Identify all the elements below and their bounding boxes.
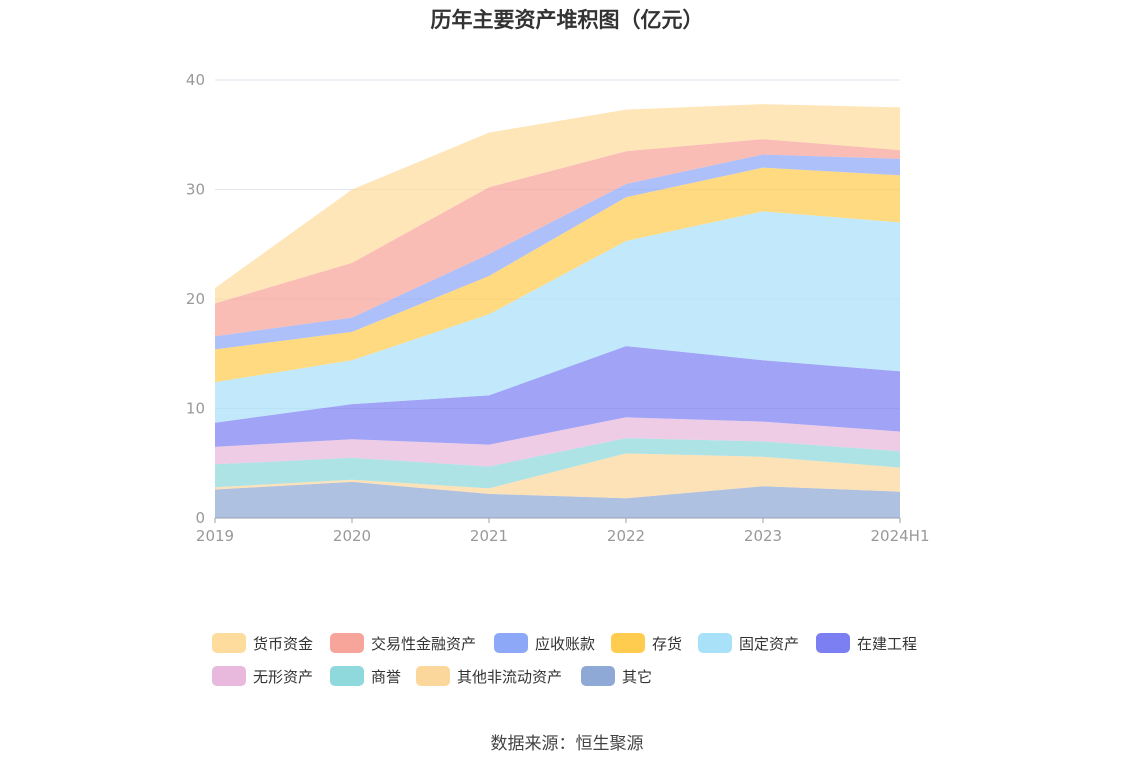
legend-swatch (494, 633, 528, 653)
axes: 0 10 20 30 40 2019 2020 2021 2022 2023 2024H1 (186, 71, 930, 545)
legend-label: 无形资产 (253, 667, 314, 686)
area-series-在建工程[interactable] (215, 346, 900, 447)
area-series-无形资产[interactable] (215, 417, 900, 467)
legend-item[interactable]: 交易性金融资产 (330, 631, 476, 655)
area-series-货币资金[interactable] (215, 104, 900, 304)
legend-swatch (611, 633, 645, 653)
area-series-其它[interactable] (215, 481, 900, 518)
legend-item[interactable]: 应收账款 (494, 631, 595, 655)
legend-swatch (698, 633, 732, 653)
y-tick-label: 40 (186, 71, 205, 89)
area-series-其他非流动资产[interactable] (215, 453, 900, 499)
legend-item[interactable]: 其他非流动资产 (416, 664, 562, 688)
legend-swatch (416, 666, 450, 686)
legend-swatch (330, 633, 364, 653)
area-series-存货[interactable] (215, 167, 900, 383)
legend-item[interactable]: 商誉 (330, 664, 401, 688)
area-series-商誉[interactable] (215, 438, 900, 489)
legend-label: 交易性金融资产 (371, 634, 477, 653)
legend-item[interactable]: 固定资产 (698, 631, 799, 655)
chart-title: 历年主要资产堆积图（亿元） (430, 8, 704, 32)
legend-item[interactable]: 存货 (611, 631, 682, 655)
y-tick-label: 10 (186, 400, 205, 418)
legend-label: 其他非流动资产 (457, 667, 563, 686)
x-tick-label: 2023 (744, 527, 782, 545)
area-series-交易性金融资产[interactable] (215, 139, 900, 337)
y-tick-label: 0 (195, 509, 205, 527)
legend-label: 其它 (622, 667, 653, 686)
legend-label: 存货 (652, 634, 683, 653)
area-series-固定资产[interactable] (215, 211, 900, 423)
x-tick-label: 2024H1 (871, 527, 930, 545)
legend-item[interactable]: 在建工程 (816, 631, 917, 655)
x-tick-label: 2021 (470, 527, 508, 545)
legend-swatch (330, 666, 364, 686)
legend-item[interactable]: 无形资产 (212, 664, 313, 688)
legend-label: 固定资产 (739, 634, 800, 653)
x-tick-label: 2020 (333, 527, 371, 545)
legend-label: 应收账款 (535, 634, 596, 653)
x-tick-label: 2022 (607, 527, 645, 545)
legend-swatch (816, 633, 850, 653)
x-tick-label: 2019 (196, 527, 234, 545)
legend-label: 货币资金 (253, 634, 314, 653)
legend-label: 在建工程 (857, 634, 918, 653)
legend-item[interactable]: 其它 (581, 664, 652, 688)
stacked-area-chart: 0 10 20 30 40 2019 2020 2021 2022 2023 2024H1 (186, 71, 930, 545)
legend-swatch (212, 666, 246, 686)
data-source-note: 数据来源：恒生聚源 (490, 734, 644, 754)
y-tick-label: 30 (186, 181, 205, 199)
area-series-应收账款[interactable] (215, 154, 900, 350)
legend-swatch (212, 633, 246, 653)
legend-swatch (581, 666, 615, 686)
area-series (215, 104, 900, 518)
legend-label: 商誉 (371, 667, 402, 686)
y-tick-label: 20 (186, 290, 205, 308)
legend-item[interactable]: 货币资金 (212, 631, 313, 655)
